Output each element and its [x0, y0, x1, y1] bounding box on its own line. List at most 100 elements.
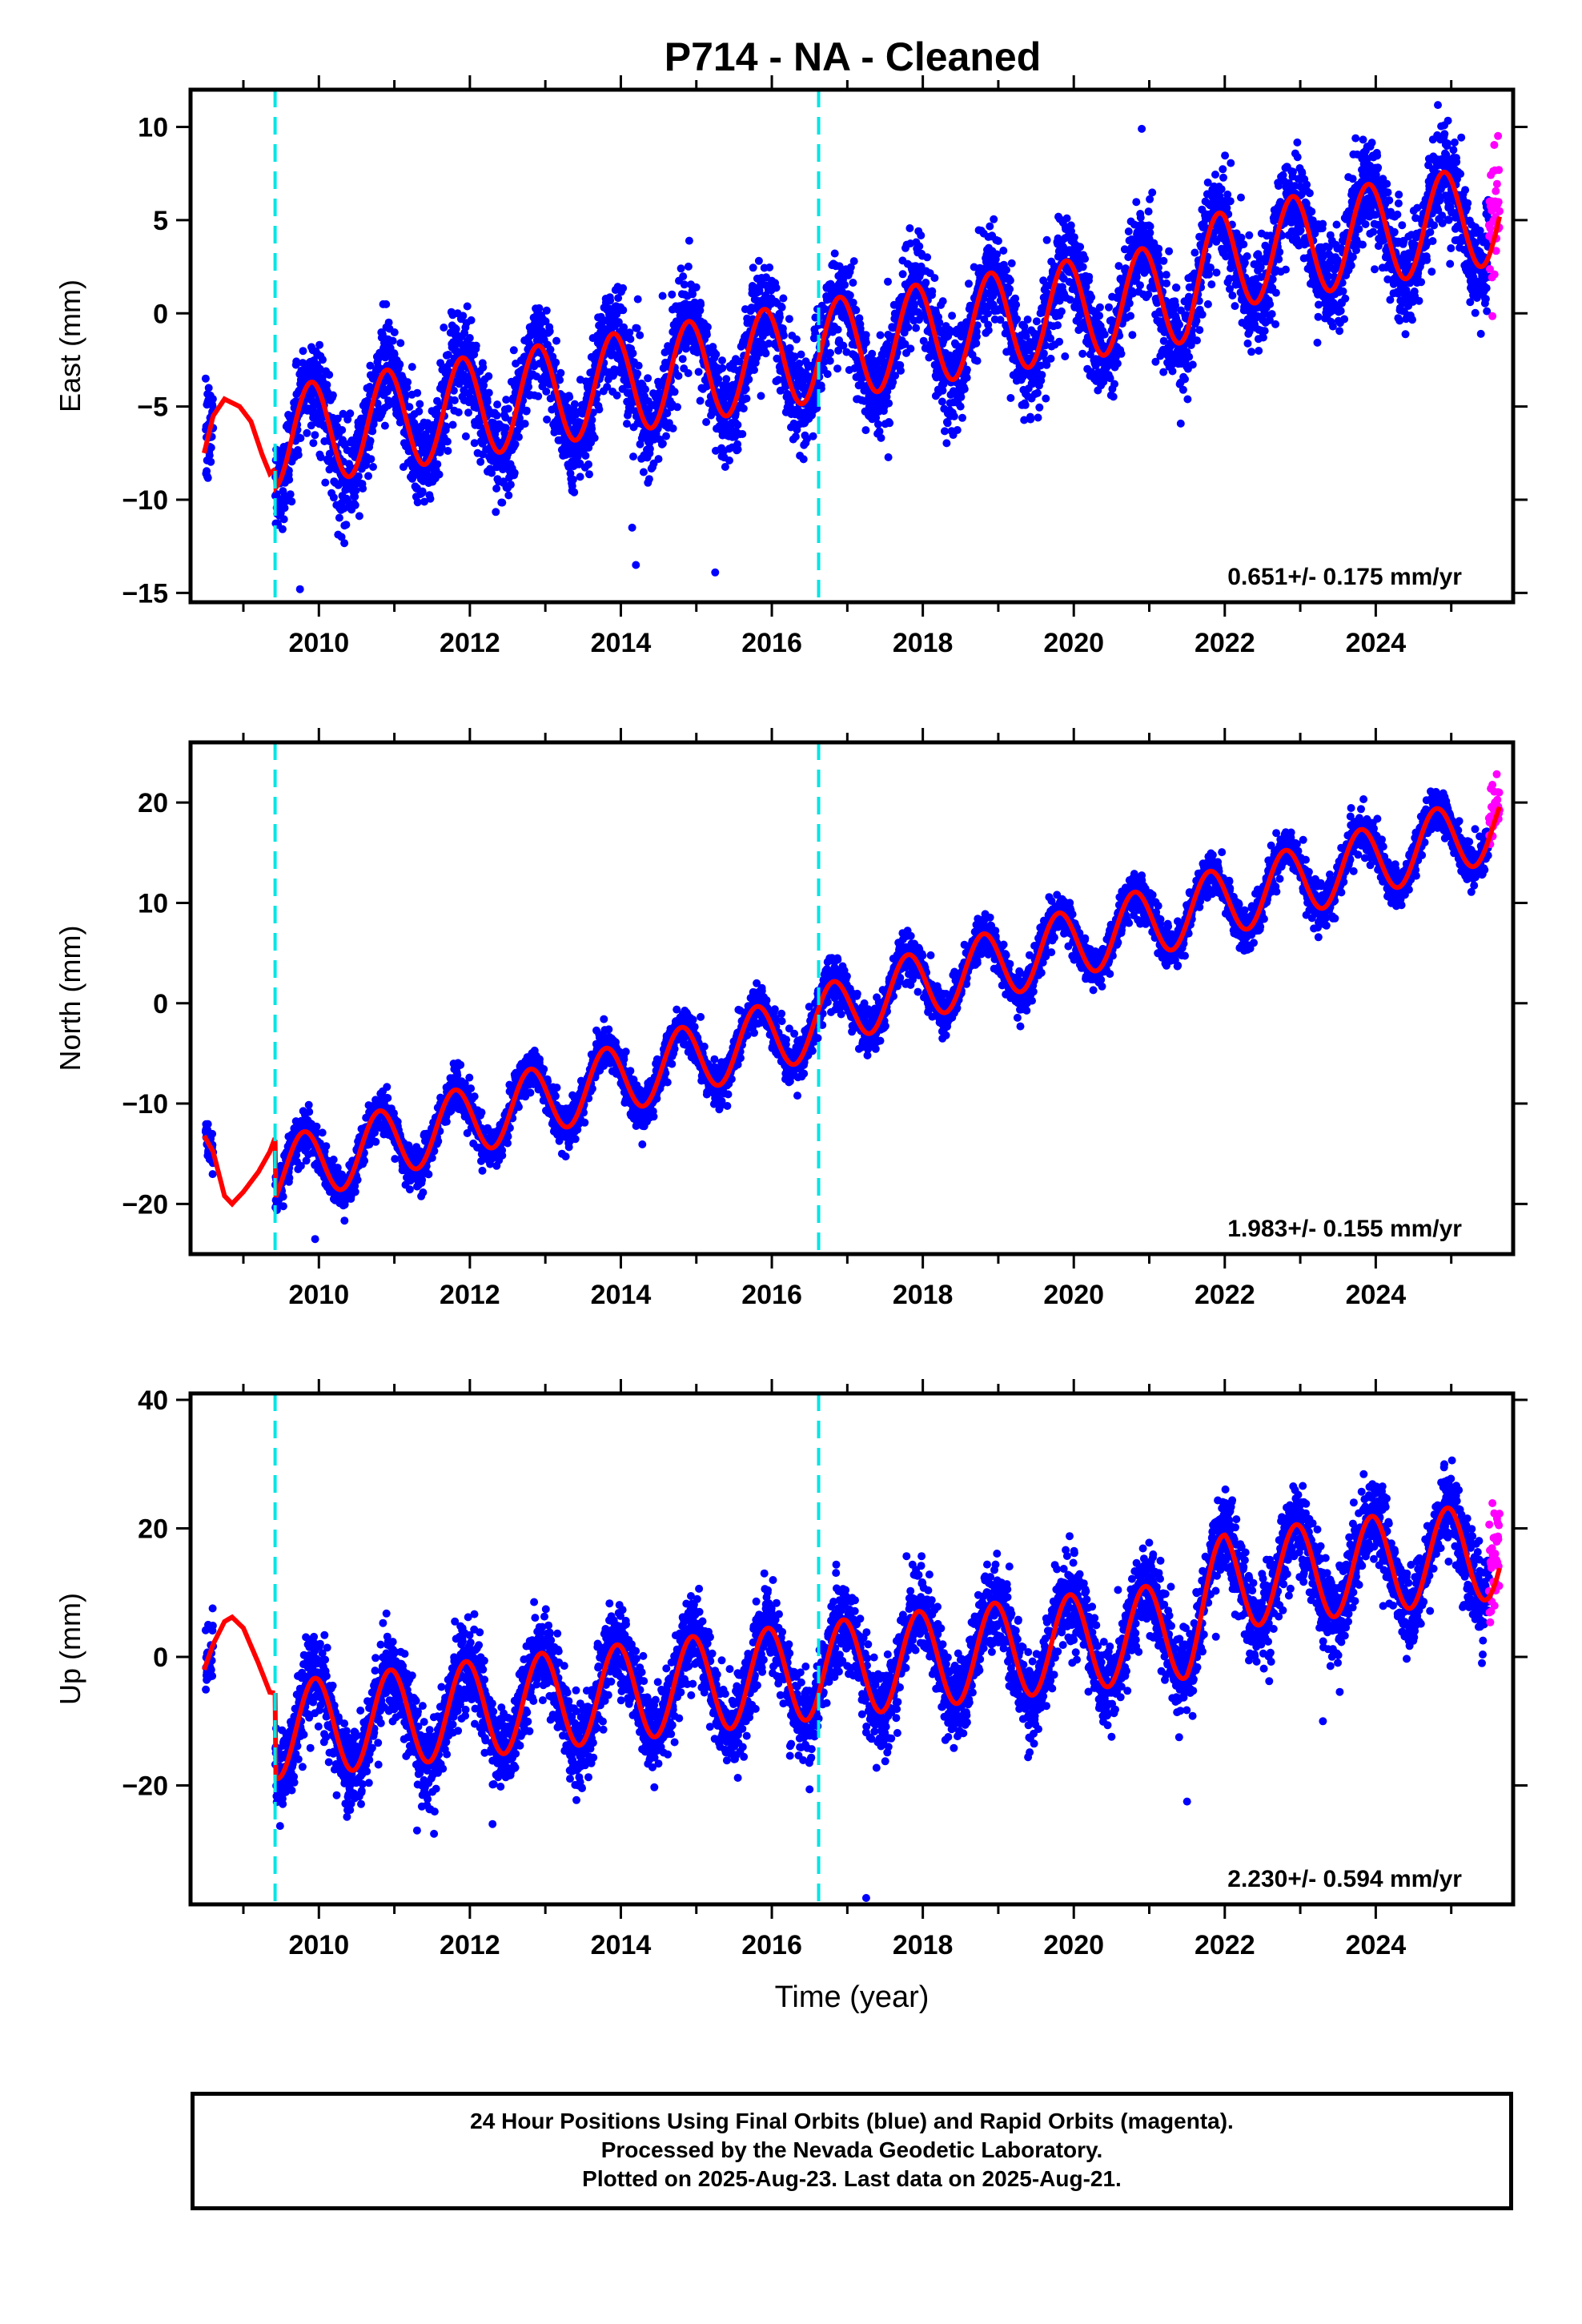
final-orbit-point [861, 331, 870, 340]
final-orbit-point [681, 344, 690, 353]
final-orbit-point [777, 303, 786, 312]
final-orbit-point [415, 407, 424, 416]
final-orbit-point [1095, 312, 1104, 320]
final-orbit-point [797, 350, 805, 359]
final-orbit-point [1293, 138, 1302, 147]
final-orbit-point [1221, 151, 1230, 160]
final-orbit-point [957, 392, 966, 401]
final-orbit-point [287, 497, 296, 506]
final-orbit-point [325, 371, 334, 379]
final-orbit-point [1275, 255, 1283, 263]
final-orbit-point [382, 300, 391, 308]
final-orbit-point [367, 455, 375, 464]
final-orbit-point [515, 432, 523, 441]
final-orbit-point [1207, 280, 1216, 289]
final-orbit-point [408, 363, 416, 372]
final-orbit-point [1243, 339, 1252, 348]
final-orbit-point [463, 302, 472, 311]
final-orbit-point [1006, 285, 1014, 293]
final-orbit-point [1266, 300, 1275, 308]
final-orbit-point [388, 336, 397, 345]
final-orbit-point [1267, 310, 1276, 319]
final-orbit-point [823, 370, 832, 379]
final-orbit-point [1148, 188, 1157, 197]
final-orbit-point [662, 432, 670, 440]
final-orbit-point [644, 374, 652, 383]
final-orbit-point [754, 256, 763, 265]
final-orbit-point [351, 501, 359, 509]
final-orbit-point [286, 490, 295, 499]
final-orbit-point [619, 283, 628, 292]
final-orbit-point [203, 473, 212, 482]
final-orbit-point [510, 468, 519, 477]
final-orbit-point [364, 472, 372, 480]
final-orbit-point [538, 327, 547, 336]
final-orbit-point [741, 384, 750, 393]
final-orbit-point [1128, 331, 1137, 340]
final-orbit-point [1039, 349, 1048, 358]
final-orbit-point [534, 392, 543, 400]
final-orbit-point [984, 326, 993, 335]
final-orbit-point [467, 316, 476, 324]
final-orbit-point [973, 356, 982, 365]
final-orbit-point [960, 384, 969, 393]
final-orbit-point [1087, 293, 1096, 302]
final-orbit-point [885, 419, 894, 428]
final-orbit-point [1168, 367, 1177, 376]
final-orbit-point [1007, 259, 1016, 267]
final-orbit-point [1165, 247, 1174, 255]
final-orbit-point [950, 412, 958, 420]
final-orbit-point [420, 497, 428, 506]
final-orbit-point [965, 279, 973, 288]
final-orbit-point [986, 222, 994, 231]
final-orbit-point [722, 375, 731, 384]
final-orbit-point [401, 391, 410, 400]
final-orbit-point [733, 420, 742, 429]
final-orbit-point [1002, 266, 1010, 274]
final-orbit-point [476, 457, 485, 466]
final-orbit-point [1132, 272, 1141, 281]
final-orbit-point [319, 356, 327, 364]
final-orbit-point [639, 468, 648, 476]
final-orbit-point [309, 439, 318, 448]
final-orbit-point [1042, 235, 1051, 244]
final-orbit-point [1095, 303, 1104, 312]
final-orbit-point [738, 430, 747, 438]
final-orbit-point [404, 378, 412, 387]
final-orbit-point [1243, 252, 1251, 260]
final-orbit-point [1159, 256, 1168, 265]
final-orbit-point [1062, 214, 1071, 223]
final-orbit-point [1085, 272, 1094, 281]
final-orbit-point [368, 427, 377, 436]
final-orbit-point [1259, 333, 1267, 342]
final-orbit-point [448, 420, 457, 429]
final-orbit-point [1026, 415, 1035, 424]
final-orbit-point [757, 392, 765, 400]
final-orbit-point [923, 253, 932, 262]
final-orbit-point [697, 300, 705, 309]
final-orbit-point [692, 283, 701, 292]
final-orbit-point [990, 215, 998, 223]
final-orbit-point [1033, 388, 1042, 397]
final-orbit-point [921, 278, 930, 287]
final-orbit-point [207, 457, 215, 466]
final-orbit-point [501, 424, 510, 432]
final-orbit-point [440, 324, 448, 332]
final-orbit-point [906, 344, 915, 353]
final-orbit-point [556, 376, 564, 384]
final-orbit-point [1125, 299, 1134, 308]
final-orbit-point [668, 290, 677, 299]
final-orbit-point [585, 470, 593, 479]
final-orbit-point [351, 486, 360, 495]
final-orbit-point [413, 498, 422, 507]
final-orbit-point [450, 396, 459, 404]
final-orbit-point [1061, 352, 1070, 360]
final-orbit-point [556, 368, 565, 377]
final-orbit-point [405, 403, 414, 412]
final-orbit-point [1268, 275, 1277, 283]
final-orbit-point [1183, 395, 1192, 404]
final-orbit-point [1181, 375, 1189, 384]
final-orbit-point [541, 317, 550, 326]
final-orbit-point [359, 485, 367, 493]
